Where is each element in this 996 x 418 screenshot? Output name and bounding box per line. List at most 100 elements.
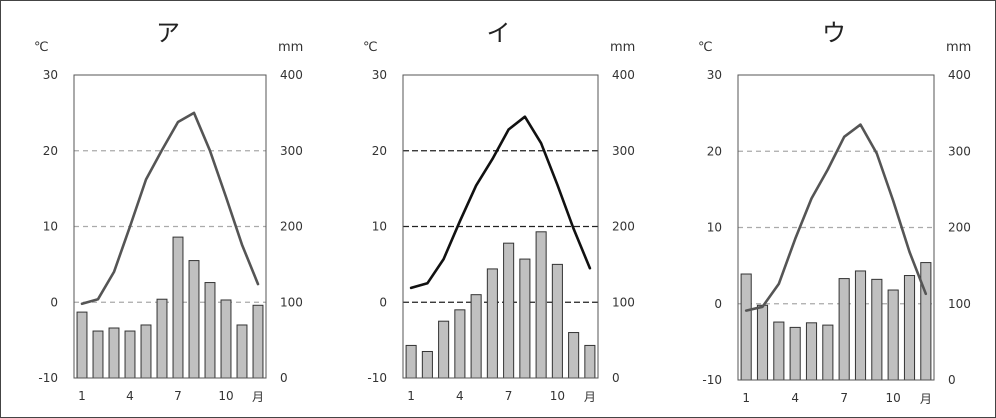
precipitation-tick-label: 200	[612, 220, 635, 234]
precipitation-bar	[252, 304, 264, 379]
precipitation-tick-label: 0	[612, 371, 620, 385]
temperature-tick-label: -10	[702, 373, 722, 387]
precipitation-bar	[519, 258, 531, 379]
precipitation-bar	[551, 263, 563, 379]
precipitation-bar	[887, 289, 899, 381]
temperature-tick-label: 0	[714, 297, 722, 311]
temperature-tick-label: 20	[707, 144, 722, 158]
precipitation-bar	[236, 324, 248, 379]
month-tick-label: 7	[840, 391, 848, 405]
month-suffix: 月	[920, 392, 932, 406]
precipitation-bar	[822, 324, 834, 381]
precipitation-tick-label: 100	[612, 295, 635, 309]
precipitation-bar	[789, 326, 801, 381]
precipitation-tick-label: 0	[948, 373, 956, 387]
temperature-unit: ℃	[698, 40, 713, 55]
precipitation-bar	[871, 278, 883, 381]
temperature-tick-label: 20	[372, 144, 387, 158]
precipitation-unit: mm	[946, 40, 971, 55]
precipitation-bar	[108, 327, 120, 379]
temperature-tick-label: 10	[707, 221, 722, 235]
precipitation-bar	[854, 270, 867, 381]
precipitation-bar	[204, 282, 216, 379]
temperature-unit: ℃	[363, 40, 378, 55]
month-tick-label: 4	[126, 389, 134, 403]
temperature-tick-label: 20	[43, 144, 58, 158]
month-suffix: 月	[584, 390, 596, 404]
precipitation-tick-label: 400	[948, 68, 971, 82]
chart-title: ア	[156, 19, 180, 47]
precipitation-bar	[140, 324, 152, 379]
precipitation-bar	[486, 268, 498, 379]
precipitation-tick-label: 300	[280, 144, 303, 158]
precipitation-tick-label: 100	[280, 295, 303, 309]
precipitation-bar	[773, 321, 785, 381]
chart-title: ウ	[822, 19, 846, 47]
temperature-tick-label: 30	[43, 68, 58, 82]
month-tick-label: 4	[456, 389, 464, 403]
temperature-tick-label: 0	[50, 295, 58, 309]
temperature-tick-label: 0	[379, 295, 387, 309]
precipitation-tick-label: 400	[280, 68, 303, 82]
temperature-tick-label: 30	[707, 68, 722, 82]
temperature-line	[744, 123, 928, 312]
precipitation-tick-label: 0	[280, 371, 288, 385]
precipitation-bar	[124, 330, 136, 379]
precipitation-bar	[740, 273, 752, 381]
month-tick-label: 1	[742, 391, 750, 405]
precipitation-bar	[454, 309, 466, 379]
precipitation-bar	[756, 304, 769, 381]
precipitation-bar	[503, 242, 515, 379]
precipitation-unit: mm	[278, 40, 303, 55]
precipitation-bar	[584, 344, 596, 379]
precipitation-unit: mm	[610, 40, 635, 55]
month-tick-label: 10	[218, 389, 233, 403]
precipitation-tick-label: 200	[948, 221, 971, 235]
precipitation-bar	[220, 299, 232, 379]
temperature-unit: ℃	[34, 40, 49, 55]
precipitation-bar	[405, 344, 417, 379]
precipitation-bar	[156, 298, 168, 379]
precipitation-bar	[438, 320, 450, 379]
month-tick-label: 10	[886, 391, 901, 405]
precipitation-tick-label: 400	[612, 68, 635, 82]
precipitation-bar	[188, 260, 200, 379]
precipitation-bar	[470, 294, 482, 379]
temperature-line	[409, 115, 592, 290]
plot-frame	[73, 74, 267, 379]
precipitation-bar	[838, 278, 850, 381]
temperature-tick-label: 10	[372, 220, 387, 234]
precipitation-tick-label: 300	[948, 144, 971, 158]
precipitation-bar	[805, 322, 818, 381]
temperature-tick-label: 30	[372, 68, 387, 82]
precipitation-bar	[76, 311, 88, 379]
precipitation-bar	[172, 236, 184, 379]
precipitation-bar	[421, 350, 433, 379]
month-tick-label: 1	[407, 389, 415, 403]
temperature-tick-label: 10	[43, 220, 58, 234]
precipitation-tick-label: 200	[280, 220, 303, 234]
plot-frame	[737, 74, 935, 381]
month-tick-label: 10	[550, 389, 565, 403]
precipitation-bar	[535, 231, 547, 379]
precipitation-tick-label: 100	[948, 297, 971, 311]
precipitation-bar	[903, 275, 916, 381]
month-tick-label: 1	[78, 389, 86, 403]
plot-frame	[402, 74, 599, 379]
temperature-tick-label: -10	[38, 371, 58, 385]
month-tick-label: 4	[791, 391, 799, 405]
temperature-tick-label: -10	[367, 371, 387, 385]
precipitation-bar	[92, 330, 104, 379]
temperature-line	[80, 111, 260, 306]
month-suffix: 月	[252, 390, 264, 404]
precipitation-tick-label: 300	[612, 144, 635, 158]
precipitation-bar	[568, 332, 580, 379]
precipitation-bar	[920, 262, 932, 381]
chart-title: イ	[487, 19, 511, 47]
month-tick-label: 7	[174, 389, 182, 403]
month-tick-label: 7	[505, 389, 513, 403]
